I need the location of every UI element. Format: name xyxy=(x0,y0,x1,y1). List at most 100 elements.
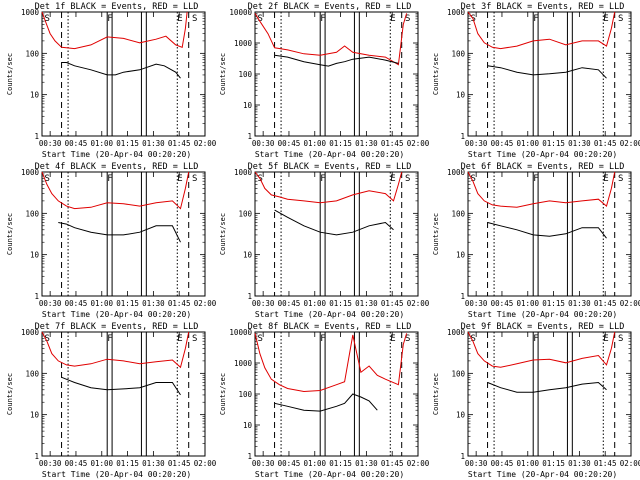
plot-frame xyxy=(467,331,632,457)
chart-panel-7: Det 7f BLACK = Events, RED = LLD Counts/s… xyxy=(6,322,217,479)
x-axis-label: Start Time (20-Apr-04 00:20:20) xyxy=(42,470,191,479)
chart-title: Det 4f BLACK = Events, RED = LLD xyxy=(35,162,199,172)
chart-title: Det 6f BLACK = Events, RED = LLD xyxy=(461,162,625,172)
x-tick-label: 01:00 xyxy=(516,139,539,148)
chart-title: Det 3f BLACK = Events, RED = LLD xyxy=(461,2,625,12)
y-tick-label: 1 xyxy=(34,452,39,461)
x-tick-label: 02:00 xyxy=(407,459,430,468)
y-tick-label: 100 xyxy=(238,390,252,399)
x-tick-label: 01:15 xyxy=(542,139,565,148)
y-tick-label: 10 xyxy=(30,251,40,260)
y-tick-label: 10 xyxy=(243,101,253,110)
x-tick-label: 00:45 xyxy=(278,459,301,468)
x-tick-label: 02:00 xyxy=(407,139,430,148)
y-tick-label: 1000 xyxy=(21,328,40,337)
series-line-lld xyxy=(254,171,403,204)
y-tick-label: 1 xyxy=(460,132,465,141)
x-axis-label: Start Time (20-Apr-04 00:20:20) xyxy=(255,310,404,319)
x-tick-label: 01:30 xyxy=(142,299,165,308)
series-line-events xyxy=(487,65,607,79)
series-line-lld xyxy=(41,11,188,50)
plot-frame xyxy=(254,11,419,137)
x-tick-label: 01:00 xyxy=(303,139,326,148)
time-marker-label: E xyxy=(603,14,608,24)
y-axis-label: Counts/sec xyxy=(219,53,227,95)
time-marker-label: S xyxy=(44,334,49,344)
y-tick-label: 100 xyxy=(451,369,465,378)
x-tick-label: 01:15 xyxy=(329,459,352,468)
x-tick-label: 01:15 xyxy=(329,139,352,148)
x-tick-label: 01:30 xyxy=(142,139,165,148)
x-tick-label: 00:30 xyxy=(252,299,275,308)
x-tick-label: 01:15 xyxy=(329,299,352,308)
time-marker-label: E xyxy=(177,174,182,184)
x-tick-label: 01:15 xyxy=(542,299,565,308)
chart-title: Det 7f BLACK = Events, RED = LLD xyxy=(35,322,199,332)
series-line-events xyxy=(274,54,399,67)
series-line-lld xyxy=(467,11,616,50)
time-marker-label: E xyxy=(603,174,608,184)
x-tick-label: 01:30 xyxy=(568,459,591,468)
series-line-lld xyxy=(467,171,616,208)
y-axis-label: Counts/sec xyxy=(432,213,440,255)
time-marker-label: F xyxy=(533,14,538,24)
x-tick-label: 00:45 xyxy=(491,459,514,468)
x-axis-label: Start Time (20-Apr-04 00:20:20) xyxy=(42,310,191,319)
y-tick-label: 1000 xyxy=(447,328,466,337)
x-tick-label: 00:30 xyxy=(39,139,62,148)
y-tick-label: 1 xyxy=(34,292,39,301)
time-marker-label: S xyxy=(470,174,475,184)
time-marker-label: F xyxy=(320,334,325,344)
x-tick-label: 00:45 xyxy=(491,139,514,148)
y-tick-label: 10 xyxy=(243,421,253,430)
time-marker-label: F xyxy=(107,174,112,184)
y-tick-label: 1000 xyxy=(234,39,253,48)
x-tick-label: 00:30 xyxy=(465,459,488,468)
series-line-lld xyxy=(467,331,616,368)
series-line-events xyxy=(61,376,181,396)
x-tick-label: 00:30 xyxy=(465,299,488,308)
x-tick-label: 01:45 xyxy=(594,459,617,468)
chart-panel-4: Det 4f BLACK = Events, RED = LLD Counts/s… xyxy=(6,162,217,319)
chart-title: Det 8f BLACK = Events, RED = LLD xyxy=(248,322,412,332)
x-axis-label: Start Time (20-Apr-04 00:20:20) xyxy=(468,150,617,159)
chart-title: Det 2f BLACK = Events, RED = LLD xyxy=(248,2,412,12)
time-marker-label: S xyxy=(618,174,623,184)
y-axis-label: Counts/sec xyxy=(6,53,14,95)
series-line-lld xyxy=(254,333,408,393)
plot-frame xyxy=(467,171,632,297)
x-tick-label: 01:30 xyxy=(355,299,378,308)
y-tick-label: 1 xyxy=(460,452,465,461)
x-tick-label: 00:30 xyxy=(465,139,488,148)
x-tick-label: 01:45 xyxy=(381,459,404,468)
x-tick-label: 01:00 xyxy=(516,459,539,468)
plot-frame xyxy=(254,171,419,297)
time-marker-label: S xyxy=(192,14,197,24)
y-tick-label: 1000 xyxy=(234,359,253,368)
y-tick-label: 100 xyxy=(451,49,465,58)
chart-title: Det 1f BLACK = Events, RED = LLD xyxy=(35,2,199,12)
y-tick-label: 1 xyxy=(247,292,252,301)
x-tick-label: 00:45 xyxy=(65,459,88,468)
time-marker-label: F xyxy=(320,14,325,24)
y-tick-label: 10000 xyxy=(229,328,252,337)
x-tick-label: 00:45 xyxy=(278,139,301,148)
y-tick-label: 1 xyxy=(247,132,252,141)
series-line-lld xyxy=(41,331,190,369)
x-tick-label: 02:00 xyxy=(194,459,217,468)
x-tick-label: 01:00 xyxy=(516,299,539,308)
time-marker-label: E xyxy=(390,14,395,24)
y-tick-label: 100 xyxy=(25,49,39,58)
x-tick-label: 01:45 xyxy=(381,139,404,148)
x-tick-label: 01:00 xyxy=(90,299,113,308)
x-tick-label: 01:30 xyxy=(568,299,591,308)
y-tick-label: 10 xyxy=(30,411,40,420)
plot-frame xyxy=(41,171,206,297)
x-tick-label: 00:30 xyxy=(39,299,62,308)
x-tick-label: 01:00 xyxy=(303,459,326,468)
y-tick-label: 10000 xyxy=(229,8,252,17)
x-tick-label: 00:45 xyxy=(278,299,301,308)
x-tick-label: 00:30 xyxy=(252,139,275,148)
y-tick-label: 100 xyxy=(238,70,252,79)
